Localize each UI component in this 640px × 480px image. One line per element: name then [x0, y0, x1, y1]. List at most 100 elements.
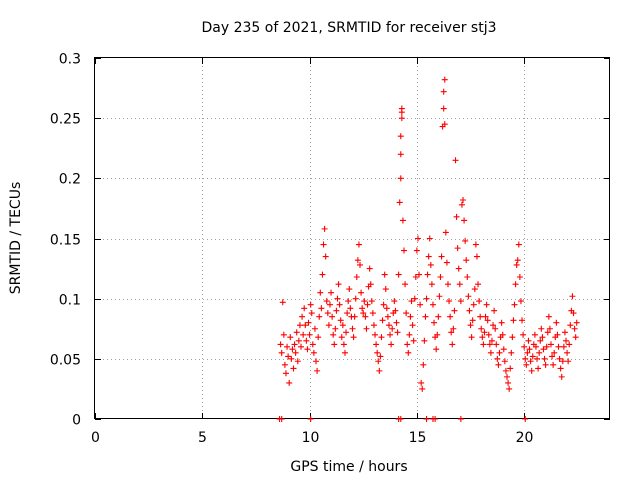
data-point: [398, 115, 405, 122]
data-point: [427, 261, 434, 268]
data-point: [373, 341, 380, 348]
data-point: [444, 281, 451, 288]
data-point: [333, 307, 340, 314]
data-point: [448, 329, 455, 336]
data-point: [286, 379, 293, 386]
data-point: [460, 196, 467, 203]
data-point: [440, 88, 447, 95]
data-point: [478, 325, 485, 332]
data-point: [292, 349, 299, 356]
data-point: [500, 346, 507, 353]
data-point: [542, 361, 549, 368]
data-point: [507, 365, 514, 372]
data-point: [324, 310, 331, 317]
data-point: [494, 355, 501, 362]
data-point: [391, 298, 398, 305]
data-point: [438, 253, 445, 260]
x-tick-label: 0: [91, 430, 100, 446]
data-point: [553, 319, 560, 326]
data-point: [330, 331, 337, 338]
data-point: [402, 281, 409, 288]
data-point: [411, 295, 418, 302]
data-point: [475, 281, 482, 288]
data-point: [446, 298, 453, 305]
data-point: [343, 329, 350, 336]
data-point: [482, 313, 489, 320]
data-point: [279, 299, 286, 306]
chart-title: Day 235 of 2021, SRMTID for receiver stj…: [202, 20, 497, 36]
data-point: [549, 353, 556, 360]
data-point: [382, 286, 389, 293]
data-point: [569, 293, 576, 300]
data-point: [376, 367, 383, 374]
data-point: [456, 281, 463, 288]
data-point: [529, 353, 536, 360]
data-point: [316, 313, 323, 320]
data-point: [493, 341, 500, 348]
data-point: [535, 365, 542, 372]
data-point: [496, 349, 503, 356]
data-point: [278, 416, 285, 422]
data-point: [451, 307, 458, 314]
data-point: [406, 331, 413, 338]
x-tick-labels: 0 5 10 15 20: [91, 430, 533, 446]
data-point: [421, 337, 428, 344]
data-point: [490, 322, 497, 329]
data-point: [414, 235, 421, 242]
x-tick-label: 5: [198, 430, 207, 446]
data-point: [328, 289, 335, 296]
x-tick-label: 10: [302, 430, 320, 446]
data-point: [566, 341, 573, 348]
data-point: [309, 341, 316, 348]
data-point: [287, 334, 294, 341]
data-point: [564, 349, 571, 356]
data-point: [360, 310, 367, 317]
data-point: [546, 325, 553, 332]
data-point: [280, 331, 287, 338]
data-point: [404, 341, 411, 348]
data-point: [361, 298, 368, 305]
data-point: [296, 322, 303, 329]
x-tick-label: 20: [516, 430, 534, 446]
data-point: [325, 322, 332, 329]
data-point: [304, 346, 311, 353]
data-point: [499, 331, 506, 338]
y-tick-labels: 0 0.05 0.1 0.15 0.2 0.25 0.3: [50, 52, 81, 429]
data-point: [488, 337, 495, 344]
data-point: [335, 281, 342, 288]
data-point: [298, 343, 304, 350]
data-point: [311, 325, 318, 332]
data-point: [484, 317, 491, 324]
data-point: [307, 301, 314, 308]
data-point: [378, 334, 385, 341]
data-point: [465, 293, 472, 300]
data-point: [403, 310, 410, 317]
data-point: [498, 319, 505, 326]
data-point: [345, 298, 352, 305]
data-points: [276, 76, 580, 422]
data-point: [354, 257, 361, 264]
data-point: [437, 274, 444, 281]
data-point: [284, 343, 291, 350]
data-point: [336, 301, 343, 308]
data-point: [358, 289, 365, 296]
data-point: [290, 365, 297, 372]
data-point: [457, 298, 464, 305]
data-point: [326, 301, 333, 308]
data-point: [318, 305, 325, 312]
data-point: [305, 319, 312, 326]
data-point: [294, 358, 301, 365]
data-point: [395, 271, 402, 278]
data-point: [366, 265, 373, 272]
data-point: [377, 353, 384, 360]
data-point: [558, 373, 565, 380]
data-point: [502, 367, 509, 374]
data-point: [331, 341, 338, 348]
data-point: [426, 235, 433, 242]
data-point: [487, 349, 494, 356]
data-point: [362, 313, 369, 320]
data-point: [463, 257, 470, 264]
data-point: [383, 305, 390, 312]
data-point: [527, 358, 534, 365]
